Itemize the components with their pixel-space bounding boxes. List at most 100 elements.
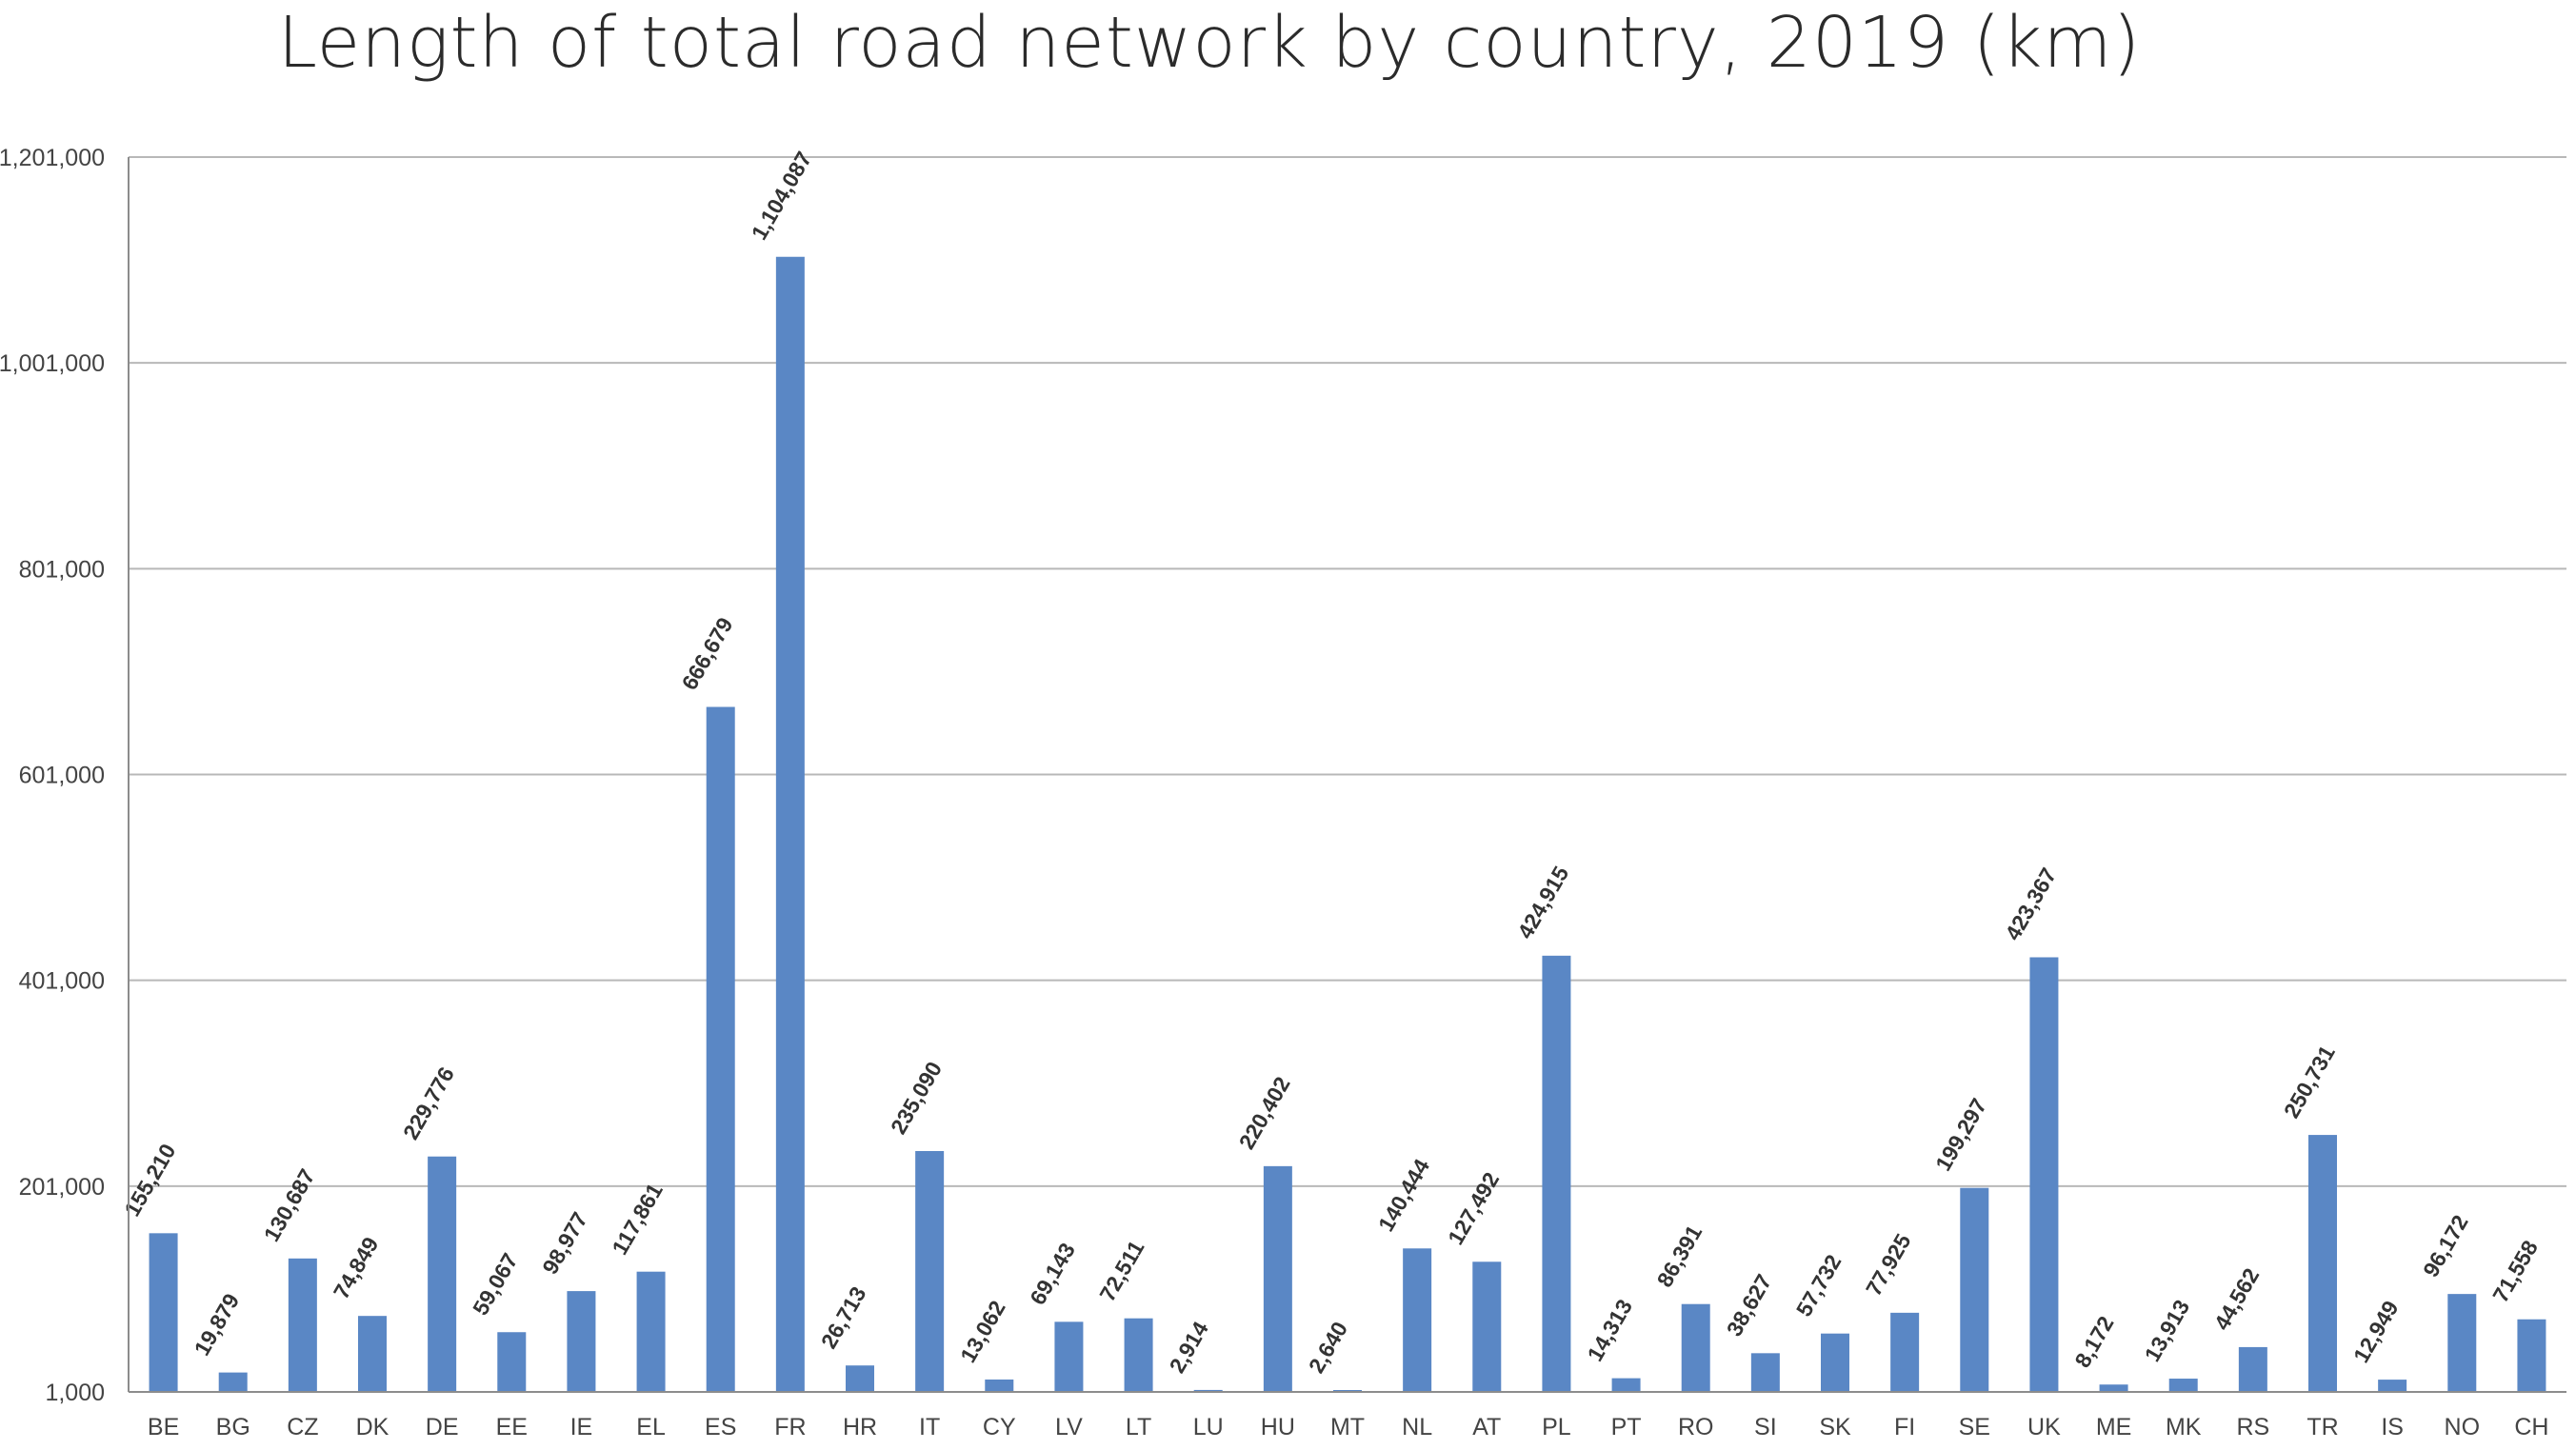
x-tick-label: RS — [2236, 1414, 2269, 1440]
data-label: 86,391 — [1652, 1221, 1707, 1291]
x-tick-label: LT — [1126, 1414, 1151, 1440]
x-tick-label: ES — [705, 1414, 736, 1440]
x-tick-label: FI — [1894, 1414, 1915, 1440]
x-tick-label: RO — [1678, 1414, 1714, 1440]
x-tick-label: CY — [983, 1414, 1016, 1440]
x-tick-label: CH — [2514, 1414, 2548, 1440]
data-label: 13,913 — [2140, 1296, 2195, 1366]
bar-uk — [2029, 957, 2059, 1392]
data-label: 38,627 — [1722, 1270, 1777, 1341]
bar-se — [1960, 1187, 1989, 1392]
x-tick-label: AT — [1472, 1414, 1501, 1440]
bar-pt — [1611, 1378, 1641, 1392]
data-label: 250,731 — [2279, 1041, 2340, 1122]
x-tick-label: SK — [1819, 1414, 1851, 1440]
data-label: 12,949 — [2348, 1297, 2404, 1367]
x-tick-label: NO — [2445, 1414, 2481, 1440]
bar-tr — [2308, 1135, 2337, 1392]
x-tick-label: CZ — [287, 1414, 318, 1440]
x-tick-label: IT — [919, 1414, 940, 1440]
x-tick-label: TR — [2306, 1414, 2338, 1440]
x-tick-label: DK — [356, 1414, 389, 1440]
bar-el — [636, 1271, 666, 1392]
bar-si — [1750, 1353, 1780, 1392]
data-label: 220,402 — [1234, 1072, 1295, 1153]
gridlines — [129, 156, 2566, 1393]
data-label: 2,914 — [1165, 1317, 1213, 1377]
data-label: 26,713 — [816, 1282, 871, 1353]
bar-nl — [1403, 1248, 1432, 1392]
data-labels: 155,21019,879130,68774,849229,77659,0679… — [119, 148, 2543, 1378]
x-tick-label: HU — [1261, 1414, 1295, 1440]
y-tick-label: 601,000 — [19, 763, 105, 789]
x-tick-label: SI — [1754, 1414, 1777, 1440]
data-label: 74,849 — [329, 1233, 384, 1303]
data-label: 424,915 — [1512, 862, 1573, 943]
y-tick-label: 401,000 — [19, 968, 105, 995]
x-tick-label: SE — [1959, 1414, 1990, 1440]
data-label: 69,143 — [1025, 1239, 1080, 1309]
bars — [149, 256, 2546, 1392]
bar-bg — [218, 1372, 248, 1392]
data-label: 98,977 — [537, 1208, 592, 1279]
data-label: 235,090 — [886, 1057, 947, 1138]
bar-hr — [846, 1365, 874, 1392]
bar-at — [1472, 1261, 1502, 1392]
data-label: 14,313 — [1582, 1295, 1637, 1365]
y-tick-label: 1,000 — [45, 1380, 105, 1406]
data-label: 57,732 — [1791, 1250, 1847, 1321]
data-label: 140,444 — [1373, 1155, 1434, 1236]
data-label: 96,172 — [2418, 1211, 2473, 1281]
data-label: 59,067 — [468, 1249, 523, 1320]
bar-cy — [985, 1379, 1014, 1392]
bar-lu — [1193, 1389, 1223, 1392]
y-tick-label: 1,201,000 — [0, 145, 105, 171]
bar-it — [915, 1150, 945, 1392]
axes: 1,000 201,000 401,000 601,000 801,000 1,001,0… — [0, 145, 2566, 1440]
x-tick-label: LV — [1055, 1414, 1083, 1440]
bar-ch — [2517, 1319, 2546, 1392]
bar-cz — [288, 1258, 317, 1392]
x-tick-label: UK — [2027, 1414, 2061, 1440]
data-label: 199,297 — [1930, 1094, 1991, 1175]
y-tick-label: 201,000 — [19, 1174, 105, 1201]
data-label: 2,640 — [1304, 1318, 1352, 1378]
bar-hu — [1263, 1165, 1292, 1392]
data-label: 77,925 — [1861, 1229, 1916, 1300]
bar-lt — [1124, 1318, 1153, 1392]
data-label: 71,558 — [2487, 1236, 2543, 1306]
x-tick-label: MK — [2166, 1414, 2202, 1440]
y-tick-label: 801,000 — [19, 556, 105, 583]
data-label: 44,562 — [2209, 1263, 2265, 1334]
bar-rs — [2238, 1346, 2267, 1392]
x-tick-label: EL — [636, 1414, 666, 1440]
x-tick-label: BG — [216, 1414, 250, 1440]
data-label: 13,062 — [955, 1297, 1010, 1367]
x-tick-label: PL — [1542, 1414, 1571, 1440]
x-tick-label: IE — [570, 1414, 593, 1440]
bar-de — [428, 1156, 457, 1392]
data-label: 19,879 — [190, 1289, 245, 1360]
x-tick-label: MT — [1330, 1414, 1365, 1440]
bar-me — [2099, 1384, 2128, 1392]
bar-pl — [1542, 955, 1571, 1392]
x-tick-label: BE — [148, 1414, 179, 1440]
bar-es — [706, 706, 735, 1392]
bar-sk — [1821, 1333, 1849, 1392]
data-label: 127,492 — [1443, 1168, 1504, 1249]
bar-fi — [1890, 1312, 1920, 1392]
x-tick-label: ME — [2096, 1414, 2132, 1440]
data-label: 72,511 — [1094, 1236, 1148, 1305]
chart-title: Length of total road network by country,… — [277, 2, 2142, 84]
bar-dk — [358, 1316, 387, 1392]
bar-ee — [497, 1332, 527, 1392]
x-tick-label: LU — [1193, 1414, 1224, 1440]
x-tick-label: IS — [2381, 1414, 2404, 1440]
x-tick-label: HR — [843, 1414, 877, 1440]
bar-fr — [775, 256, 805, 1392]
bar-mk — [2168, 1379, 2198, 1392]
x-tick-label: PT — [1611, 1414, 1642, 1440]
data-label: 229,776 — [398, 1063, 459, 1143]
data-label: 117,861 — [607, 1179, 668, 1259]
